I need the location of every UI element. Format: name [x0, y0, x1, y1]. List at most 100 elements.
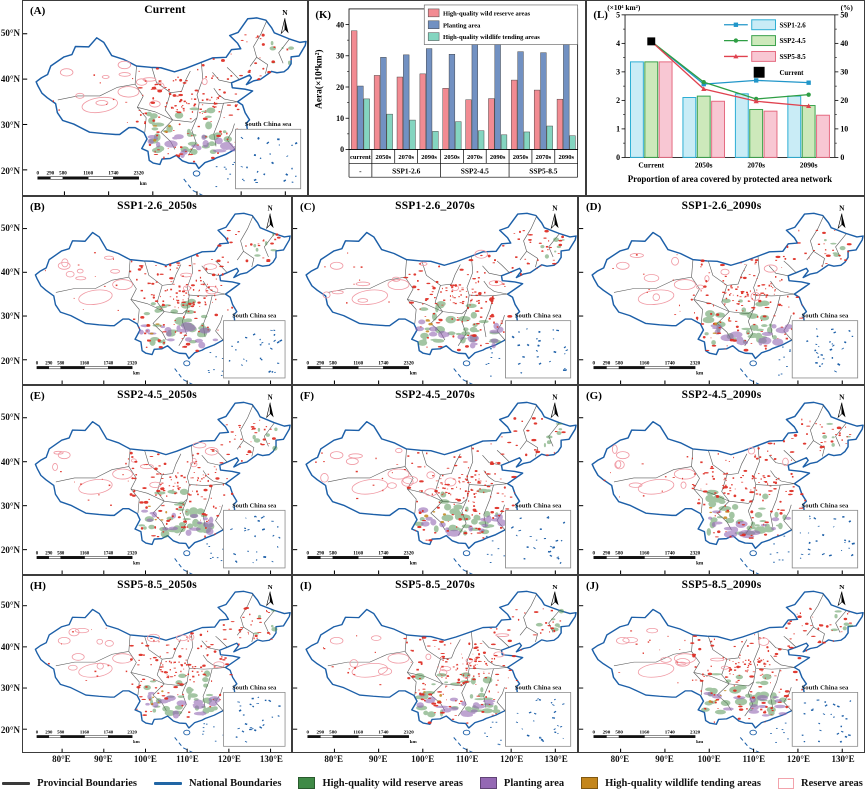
- north-arrow-icon: N: [280, 8, 289, 35]
- map-panel-j: South China sea 0 290 580 1160 1740 2320 km N (J…: [578, 575, 865, 753]
- svg-text:2050s: 2050s: [695, 160, 713, 169]
- lon-tick-label: 110°E: [176, 754, 199, 764]
- svg-text:km: km: [696, 561, 704, 566]
- legend-fill-swatch: [479, 777, 497, 789]
- svg-text:580: 580: [615, 551, 623, 556]
- svg-text:2320: 2320: [127, 551, 137, 556]
- lat-tick-label: 30°N: [0, 500, 20, 511]
- svg-text:580: 580: [57, 361, 65, 366]
- scale-bar: 0 290 580 1160 1740 2320 km: [36, 731, 140, 745]
- axis-ticks: [23, 417, 272, 574]
- svg-text:2050s: 2050s: [444, 154, 460, 161]
- svg-text:580: 580: [59, 172, 67, 177]
- wildlife-tending-areas: [147, 505, 168, 521]
- panel-letter: (K): [315, 9, 331, 21]
- svg-text:2320: 2320: [404, 731, 415, 736]
- svg-text:N: N: [268, 394, 273, 402]
- svg-text:2090s: 2090s: [490, 154, 506, 161]
- svg-text:SSP5-8.5: SSP5-8.5: [779, 54, 806, 61]
- svg-text:1740: 1740: [104, 361, 114, 366]
- svg-text:1740: 1740: [378, 731, 389, 736]
- panel-title: SSP1-2.6_2090s: [681, 200, 762, 212]
- panel-letter: (H): [30, 580, 46, 592]
- axis-ticks: [23, 33, 286, 195]
- svg-text:0: 0: [36, 731, 39, 736]
- svg-text:1740: 1740: [665, 551, 676, 556]
- map-panel-b: 50°N 40°N 30°N 20°N South China sea 0 290 580 1…: [0, 196, 292, 385]
- svg-text:SSP5-8.5: SSP5-8.5: [529, 166, 557, 175]
- axis-ticks: [293, 605, 556, 752]
- axis-ticks: [579, 228, 843, 384]
- svg-text:South China sea: South China sea: [515, 502, 562, 509]
- lon-tick-label: 110°E: [455, 754, 479, 764]
- chart-legend: High-quality wild reserve areas Planting …: [423, 4, 578, 45]
- svg-text:km: km: [410, 561, 418, 566]
- lon-tick-label: 100°E: [411, 754, 435, 764]
- x-axis-table: [348, 149, 578, 178]
- panel-title: SSP5-8.5_2070s: [395, 579, 475, 591]
- svg-text:N: N: [268, 205, 273, 213]
- figure-legend: Provincial Boundaries National Boundaries…: [0, 769, 865, 797]
- svg-text:SSP2-4.5: SSP2-4.5: [779, 38, 806, 45]
- lat-tick-label: 30°N: [0, 119, 20, 130]
- x-axis-labels: current 2050s 2070s 2090s 2050s 2070s 2090s 205…: [350, 154, 575, 175]
- lat-tick-label: 40°N: [0, 456, 20, 467]
- panel-title: SSP2-4.5_2090s: [681, 389, 762, 401]
- lat-tick-label: 30°N: [0, 683, 20, 694]
- svg-text:South China sea: South China sea: [232, 313, 277, 320]
- svg-text:km: km: [133, 740, 140, 745]
- panel-title: SSP1-2.6_2050s: [117, 200, 197, 212]
- right-axis-title: (%): [841, 3, 854, 12]
- svg-text:20: 20: [336, 83, 344, 92]
- svg-text:0: 0: [36, 551, 39, 556]
- svg-text:2090s: 2090s: [421, 154, 437, 161]
- china-map: South China sea 0 290 580 1160 1740 2320 km N: [293, 197, 577, 384]
- legend-line-swatch: [2, 781, 31, 785]
- svg-text:10: 10: [840, 125, 848, 134]
- latitude-axis: 50°N 40°N 30°N 20°N: [0, 0, 22, 196]
- legend-label: Planting area: [503, 777, 565, 789]
- legend-label: Reserve areas: [800, 777, 863, 789]
- svg-text:290: 290: [45, 551, 53, 556]
- scale-bar: 0 290 580 1160 1740 2320 km: [306, 361, 417, 376]
- svg-text:1740: 1740: [108, 172, 119, 177]
- svg-text:1160: 1160: [83, 172, 93, 177]
- current-marker: [647, 37, 656, 46]
- lon-tick-label: 110°E: [742, 754, 766, 764]
- scale-bar: 0 290 580 1160 1740 2320 km: [306, 551, 417, 566]
- svg-text:30: 30: [336, 52, 344, 61]
- svg-text:0: 0: [306, 731, 309, 736]
- svg-text:SSP1-2.6: SSP1-2.6: [392, 166, 420, 175]
- scale-bar: 0 290 580 1160 1740 2320 km: [593, 361, 705, 376]
- map-panel-a: 50°N 40°N 30°N 20°N South China sea 0 290 580 1…: [0, 0, 308, 196]
- svg-text:5: 5: [616, 11, 620, 20]
- svg-text:1160: 1160: [353, 551, 363, 556]
- lon-tick-label: 80°E: [52, 754, 71, 764]
- svg-text:2320: 2320: [404, 361, 415, 366]
- china-map: South China sea 0 290 580 1160 1740 2320 km N: [23, 386, 291, 574]
- reserve-area-patches: [322, 608, 562, 724]
- svg-text:SSP1-2.6: SSP1-2.6: [779, 22, 806, 29]
- lat-tick-label: 50°N: [0, 600, 20, 611]
- svg-text:1740: 1740: [104, 731, 114, 736]
- x-axis-labels: Current 2050s 2070s 2090s: [638, 160, 817, 169]
- wildlife-tending-areas: [152, 124, 171, 142]
- svg-text:SSP2-4.5: SSP2-4.5: [461, 166, 489, 175]
- svg-text:1160: 1160: [80, 551, 90, 556]
- svg-text:0: 0: [593, 731, 596, 736]
- panel-letter: (L): [593, 9, 608, 21]
- svg-text:km: km: [140, 182, 148, 187]
- panel-letter: (J): [586, 580, 599, 592]
- axis-ticks: [23, 605, 272, 752]
- china-map: South China sea 0 290 580 1160 1740 2320 km N: [23, 576, 291, 752]
- svg-text:30: 30: [840, 68, 848, 77]
- map-panel-g: South China sea 0 290 580 1160 1740 2320 km N (G…: [578, 385, 865, 575]
- reserve-area-outlines: [611, 444, 789, 495]
- svg-text:0: 0: [36, 172, 39, 177]
- legend-fill-swatch: [581, 777, 599, 789]
- svg-text:580: 580: [329, 551, 337, 556]
- svg-text:km: km: [696, 372, 704, 377]
- svg-text:N: N: [268, 584, 273, 591]
- svg-text:1160: 1160: [640, 731, 650, 736]
